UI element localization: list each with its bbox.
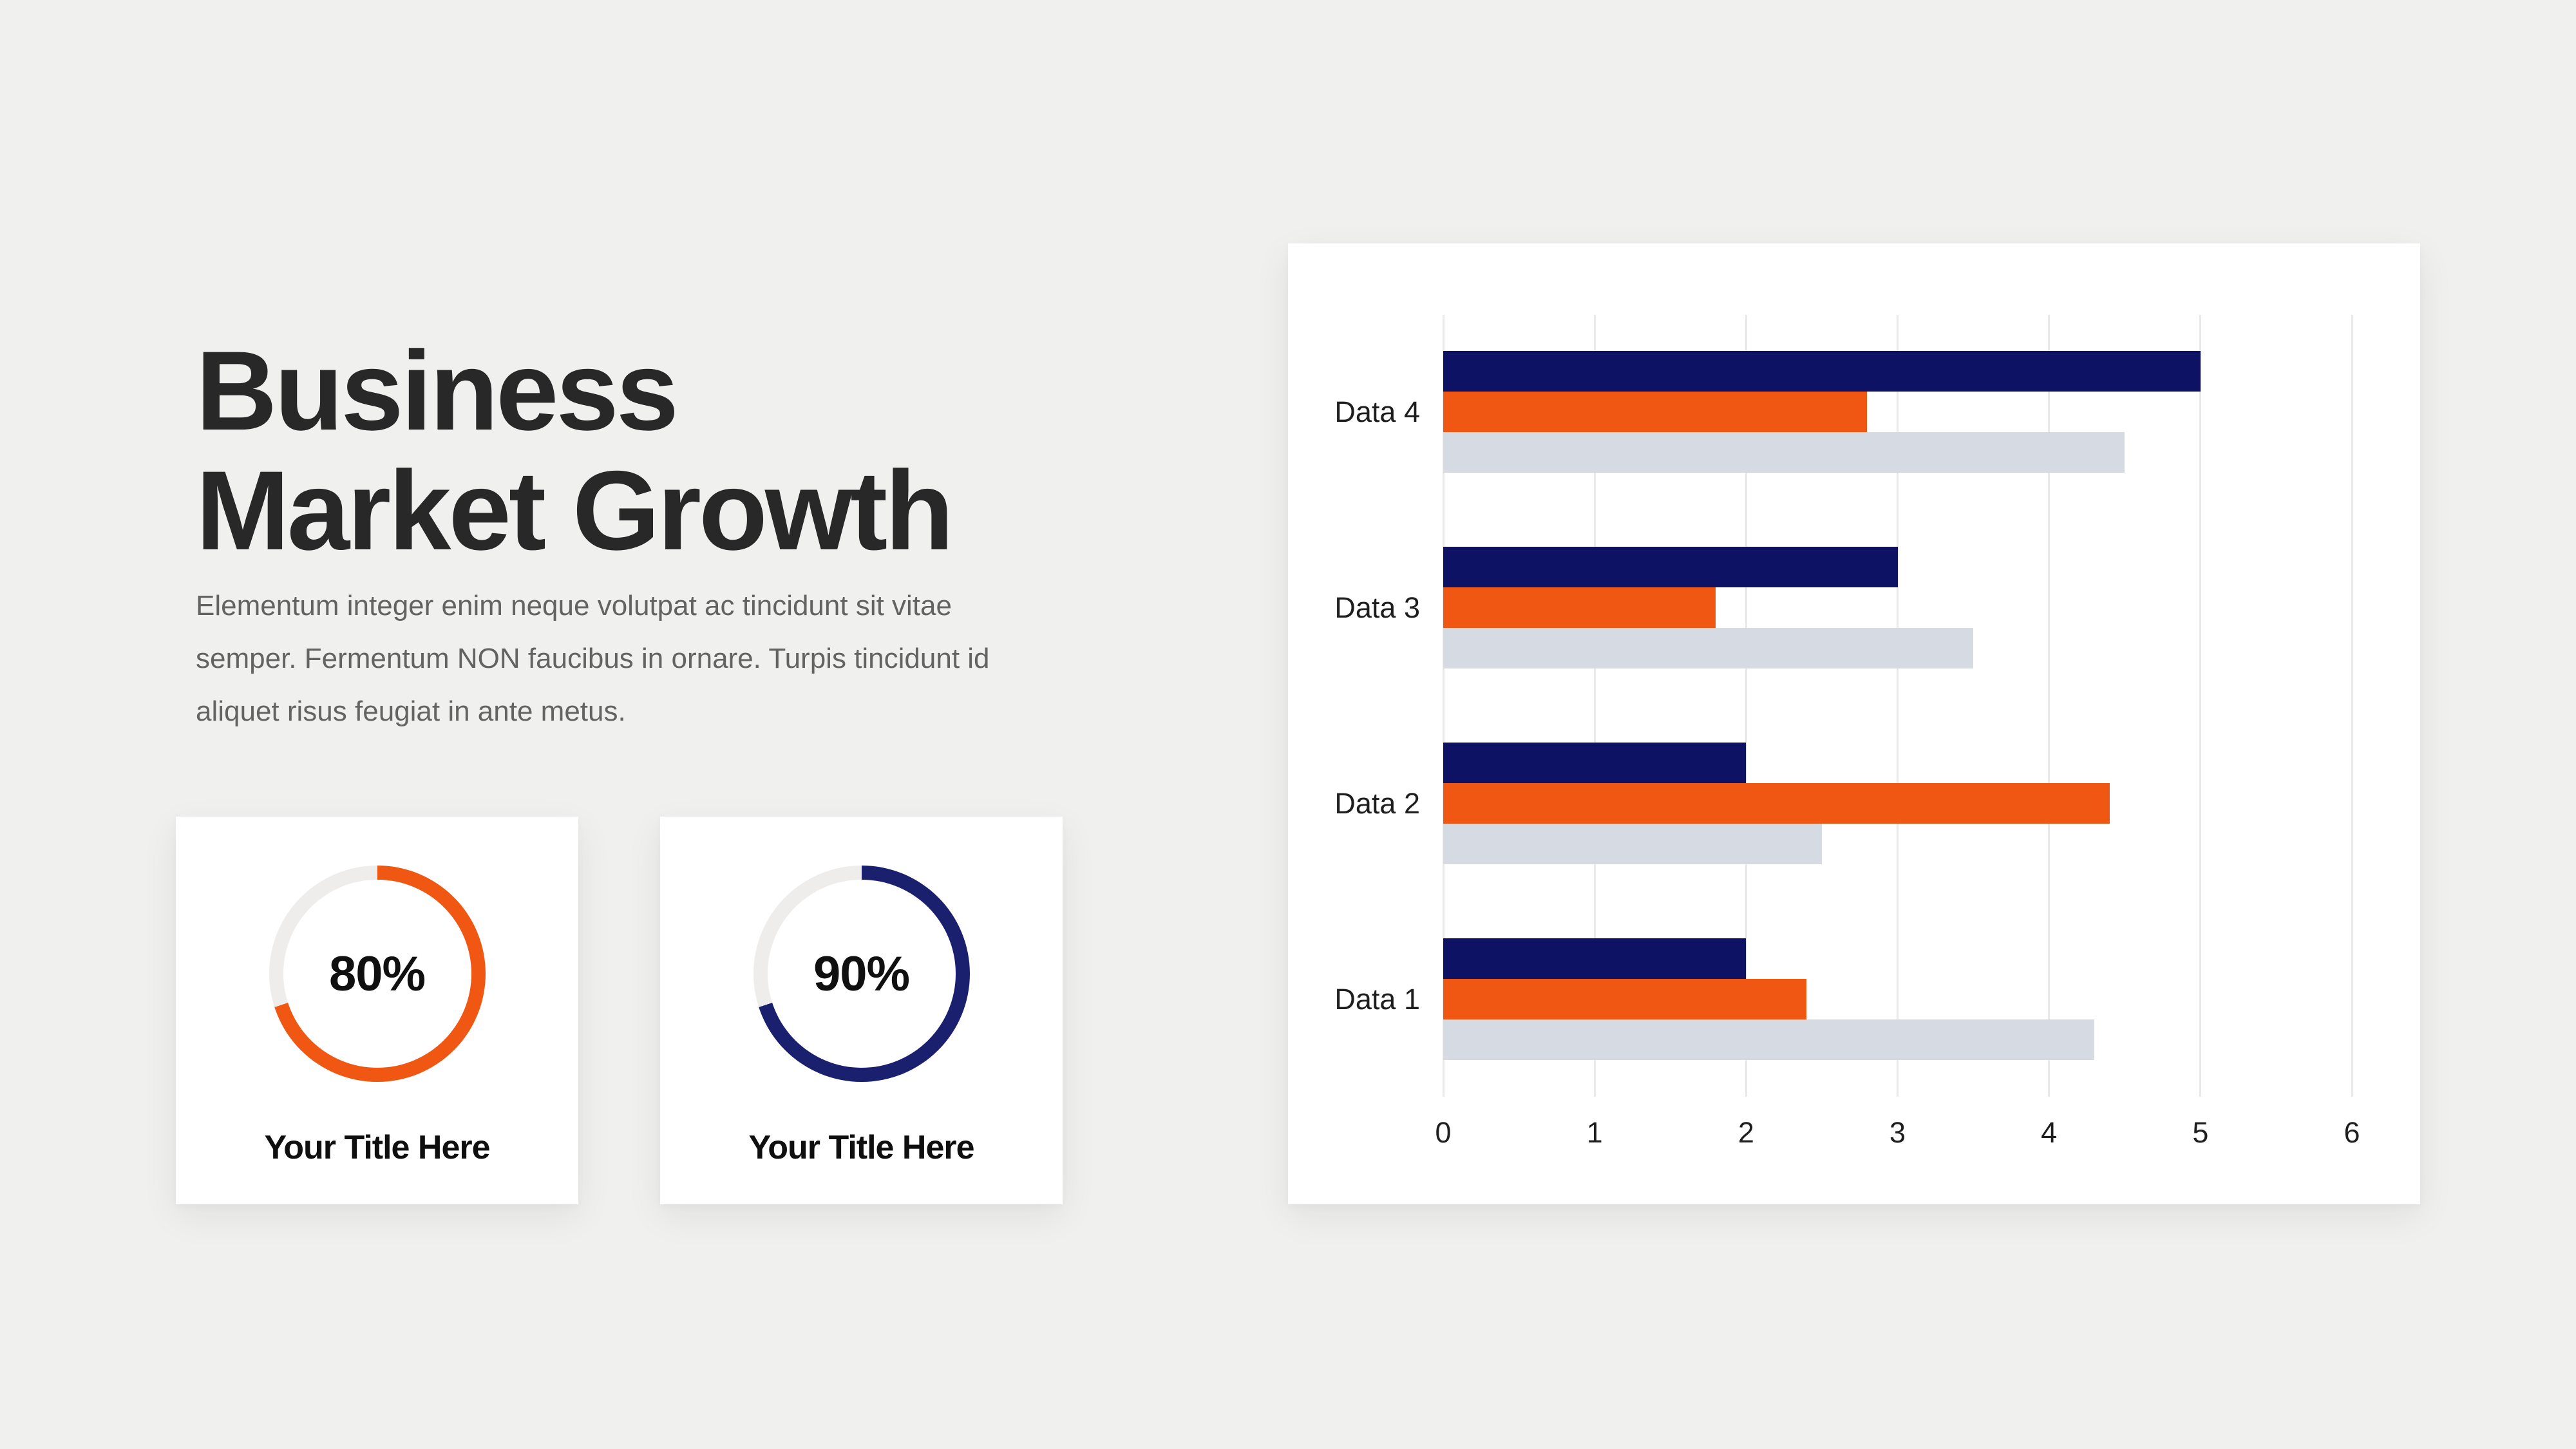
donut-percent-value: 90% — [813, 946, 910, 1001]
gridline-x-4 — [2048, 315, 2050, 1097]
page-title-line-1: Business — [196, 328, 679, 455]
donut-chart-90-percent: 90% — [753, 866, 970, 1082]
bar-chart-card: 0 1 2 3 4 5 6 Data 4 Data 3 Data 2 Data 1 — [1288, 243, 2420, 1204]
stat-card-title: Your Title Here — [264, 1129, 490, 1166]
gridline-x-2 — [1745, 315, 1747, 1097]
bar-data-2-series-1 — [1443, 743, 1747, 783]
bar-data-2-series-2 — [1443, 783, 2110, 824]
gridline-x-6 — [2351, 315, 2353, 1097]
x-axis-tick-label-1: 1 — [1586, 1116, 1603, 1149]
x-axis-tick-label-5: 5 — [2192, 1116, 2209, 1149]
x-axis-tick-label-6: 6 — [2344, 1116, 2360, 1149]
donut-hole: 80% — [283, 880, 471, 1068]
x-axis-tick-label-2: 2 — [1738, 1116, 1754, 1149]
bar-data-1-series-2 — [1443, 979, 1807, 1019]
gridline-x-1 — [1593, 315, 1596, 1097]
stat-card-1: 80% Your Title Here — [176, 817, 578, 1204]
bar-data-4-series-2 — [1443, 392, 1868, 432]
x-axis-tick-label-0: 0 — [1435, 1116, 1452, 1149]
bar-data-3-series-2 — [1443, 587, 1716, 628]
bar-data-4-series-3 — [1443, 432, 2125, 473]
category-label-data-3: Data 3 — [1334, 591, 1420, 624]
bar-data-2-series-3 — [1443, 824, 1822, 864]
category-label-data-2: Data 2 — [1334, 786, 1420, 820]
bar-data-1-series-1 — [1443, 938, 1747, 979]
bar-data-1-series-3 — [1443, 1019, 2095, 1060]
gridline-x-5 — [2199, 315, 2202, 1097]
donut-hole: 90% — [767, 880, 956, 1068]
donut-percent-value: 80% — [328, 946, 426, 1001]
gridline-x-0 — [1442, 315, 1444, 1097]
x-axis-tick-label-4: 4 — [2041, 1116, 2058, 1149]
bar-data-3-series-1 — [1443, 547, 1898, 587]
bar-data-4-series-1 — [1443, 351, 2201, 392]
stat-card-2: 90% Your Title Here — [660, 817, 1063, 1204]
category-label-data-4: Data 4 — [1334, 395, 1420, 428]
description-text: Elementum integer enim neque volutpat ac… — [196, 590, 990, 727]
stat-card-title: Your Title Here — [748, 1129, 974, 1166]
page-title-line-2: Market Growth — [196, 448, 954, 574]
bar-data-3-series-3 — [1443, 628, 1974, 668]
category-label-data-1: Data 1 — [1334, 982, 1420, 1016]
page-title: Business Market Growth — [196, 332, 1239, 571]
x-axis-tick-label-3: 3 — [1889, 1116, 1906, 1149]
gridline-x-3 — [1897, 315, 1899, 1097]
bar-chart-plot-area: 0 1 2 3 4 5 6 Data 4 Data 3 Data 2 Data 1 — [1334, 315, 2360, 1149]
donut-chart-80-percent: 80% — [269, 866, 486, 1082]
